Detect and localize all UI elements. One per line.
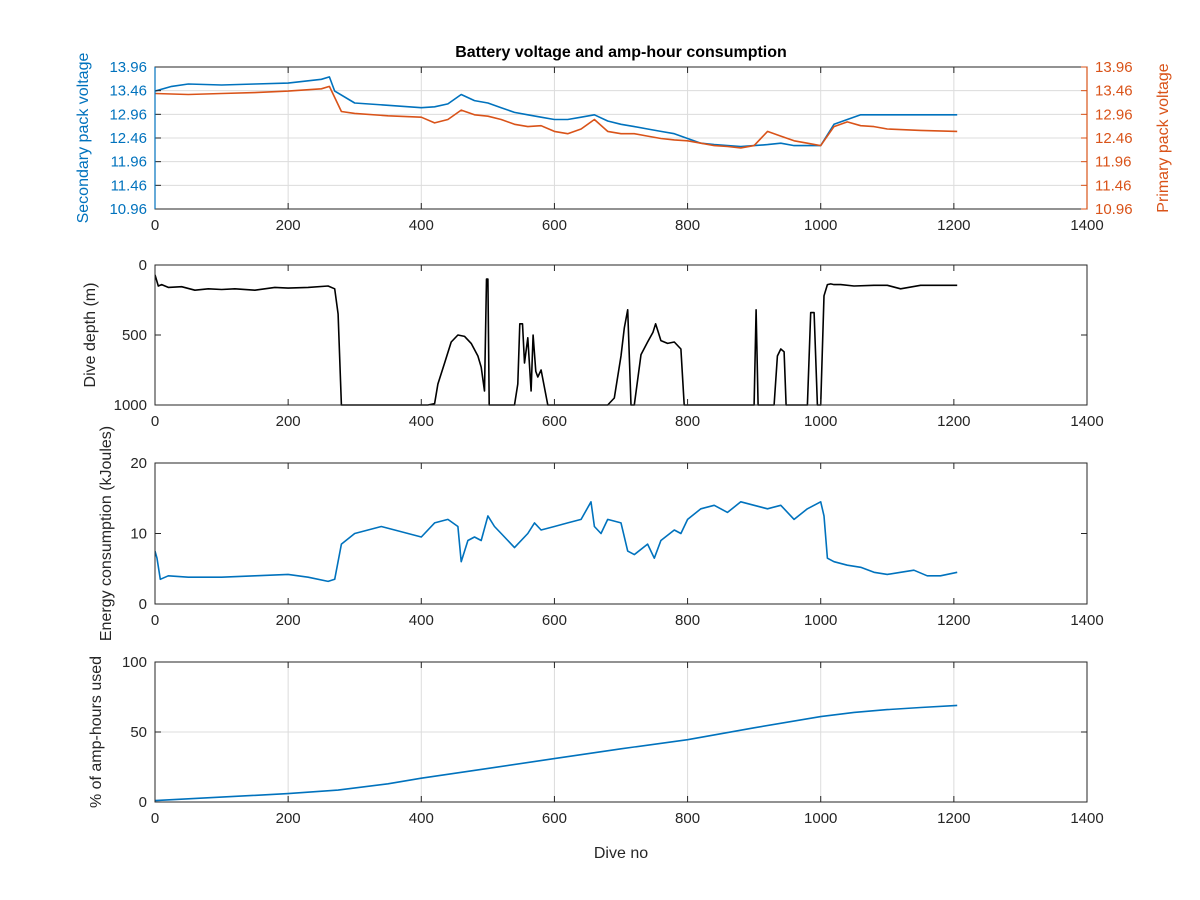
y-tick-label: 13.46 xyxy=(109,83,147,100)
x-tick-label: 200 xyxy=(276,413,301,430)
series-line-3-1 xyxy=(155,500,958,583)
x-tick-label: 400 xyxy=(409,413,434,430)
y-tick-label: 11.96 xyxy=(111,154,147,171)
y2-tick-label: 10.96 xyxy=(1095,201,1133,218)
x-tick-label: 1400 xyxy=(1070,612,1103,629)
x-tick-label: 600 xyxy=(542,413,567,430)
series-line-1-1 xyxy=(155,76,958,148)
x-tick-label: 0 xyxy=(151,810,159,827)
x-tick-label: 800 xyxy=(675,413,700,430)
series-line-1-2 xyxy=(155,85,958,149)
x-tick-label: 1200 xyxy=(937,612,970,629)
x-tick-label: 800 xyxy=(675,217,700,234)
x-tick-label: 400 xyxy=(409,810,434,827)
panel-2: 0 200 400 600 800 1000 1200 1400 0 500 1000 Dive de… xyxy=(82,257,1104,430)
panel-1: 0 200 400 600 800 1000 1200 140010.9611.4611.96… xyxy=(75,53,1172,234)
x-axis-label: Dive no xyxy=(594,845,648,862)
x-tick-label: 400 xyxy=(409,612,434,629)
x-tick-label: 1200 xyxy=(937,217,970,234)
plot-area xyxy=(155,265,1087,405)
x-tick-label: 0 xyxy=(151,217,159,234)
series-line-4-1 xyxy=(155,704,958,802)
x-tick-label: 800 xyxy=(675,612,700,629)
panel-4: 0 200 400 600 800 1000 1200 1400 0 50 100 % of amp-… xyxy=(88,654,1104,862)
y-tick-label: 50 xyxy=(130,724,147,741)
y2-tick-label: 12.96 xyxy=(1095,106,1133,123)
y-axis-label: % of amp-hours used xyxy=(88,656,105,808)
y2-tick-label: 11.46 xyxy=(1095,177,1131,194)
x-tick-label: 800 xyxy=(675,810,700,827)
x-tick-label: 1400 xyxy=(1070,413,1103,430)
x-tick-label: 600 xyxy=(542,810,567,827)
y-tick-label: 12.46 xyxy=(109,130,147,147)
x-tick-label: 1200 xyxy=(937,413,970,430)
y2-axis-label: Primary pack voltage xyxy=(1155,63,1172,212)
y-tick-label: 1000 xyxy=(114,397,147,414)
y2-tick-label: 12.46 xyxy=(1095,130,1133,147)
y-axis-label: Secondary pack voltage xyxy=(75,53,92,224)
y-tick-label: 100 xyxy=(122,654,147,671)
x-tick-label: 200 xyxy=(276,612,301,629)
y2-tick-label: 13.96 xyxy=(1095,59,1133,76)
x-tick-label: 400 xyxy=(409,217,434,234)
y-tick-label: 500 xyxy=(122,327,147,344)
y-axis-label: Energy consumption (kJoules) xyxy=(98,426,115,641)
y-tick-label: 0 xyxy=(139,794,147,811)
x-tick-label: 0 xyxy=(151,413,159,430)
y-tick-label: 0 xyxy=(139,596,147,613)
y-tick-label: 0 xyxy=(139,257,147,274)
x-tick-label: 1400 xyxy=(1070,217,1103,234)
y2-tick-label: 13.46 xyxy=(1095,83,1133,100)
y-tick-label: 10 xyxy=(130,526,147,543)
figure-title: Battery voltage and amp-hour consumption xyxy=(455,44,787,61)
x-tick-label: 600 xyxy=(542,217,567,234)
x-tick-label: 600 xyxy=(542,612,567,629)
x-tick-label: 200 xyxy=(276,810,301,827)
y-tick-label: 20 xyxy=(130,455,147,472)
y-tick-label: 12.96 xyxy=(109,106,147,123)
x-tick-label: 1000 xyxy=(804,810,837,827)
x-tick-label: 1000 xyxy=(804,612,837,629)
x-tick-label: 0 xyxy=(151,612,159,629)
x-tick-label: 1200 xyxy=(937,810,970,827)
y-tick-label: 10.96 xyxy=(109,201,147,218)
plot-area xyxy=(155,463,1087,604)
panel-3: 0 200 400 600 800 1000 1200 1400 0 10 20 Energy con… xyxy=(98,426,1104,641)
x-tick-label: 1000 xyxy=(804,217,837,234)
y-tick-label: 11.46 xyxy=(111,177,147,194)
y-tick-label: 13.96 xyxy=(109,59,147,76)
y2-tick-label: 11.96 xyxy=(1095,154,1131,171)
y-axis-label: Dive depth (m) xyxy=(82,283,99,388)
x-tick-label: 1000 xyxy=(804,413,837,430)
x-tick-label: 200 xyxy=(276,217,301,234)
x-tick-label: 1400 xyxy=(1070,810,1103,827)
